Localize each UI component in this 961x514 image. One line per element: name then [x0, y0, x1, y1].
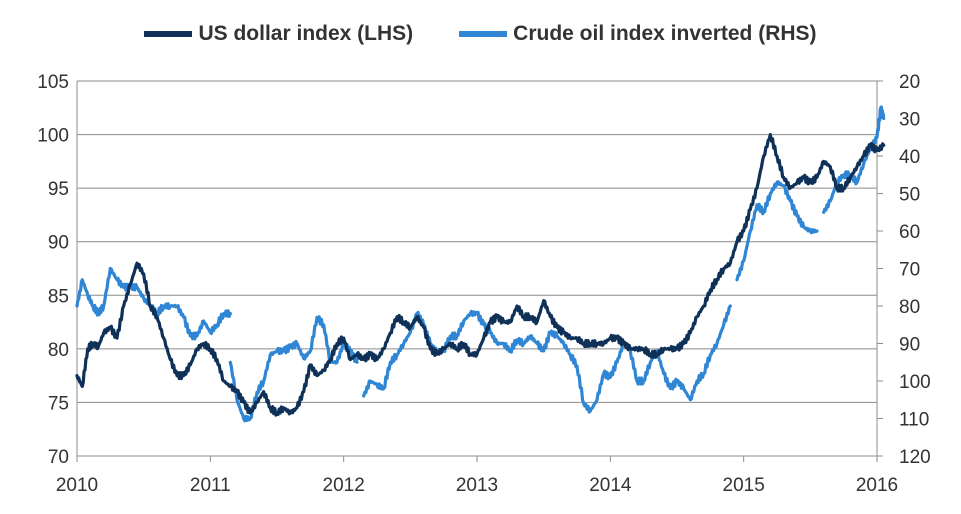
x-tick-label: 2014 — [589, 475, 632, 496]
x-tick-label: 2016 — [856, 475, 898, 496]
y-right-tick-label: 110 — [899, 410, 929, 431]
x-tick-label: 2013 — [456, 475, 498, 496]
series-line-usd-index — [75, 133, 886, 417]
series-line-crude-oil-inverted — [228, 315, 359, 423]
legend-swatch-crude — [459, 31, 508, 37]
legend-item-usd: US dollar index (LHS) — [144, 22, 413, 46]
series-line-crude-oil-inverted — [75, 266, 232, 341]
legend-label-usd: US dollar index (LHS) — [198, 22, 414, 45]
series-line-crude-oil-inverted — [822, 105, 886, 214]
legend-label-crude: Crude oil index inverted (RHS) — [513, 22, 817, 45]
x-tick-label: 2015 — [723, 475, 765, 496]
y-right-tick-label: 20 — [899, 72, 920, 93]
x-tick-label: 2010 — [56, 475, 98, 496]
y-left-tick-label: 80 — [48, 340, 69, 361]
y-right-tick-label: 90 — [899, 335, 920, 356]
y-right-tick-label: 100 — [899, 372, 931, 393]
y-left-tick-label: 95 — [48, 179, 69, 200]
y-left-tick-label: 70 — [48, 447, 69, 468]
y-left-tick-label: 100 — [37, 126, 69, 147]
y-left-tick-label: 105 — [37, 72, 69, 93]
y-left-tick-label: 90 — [48, 233, 69, 254]
y-right-tick-label: 50 — [899, 185, 920, 206]
y-left-tick-label: 85 — [48, 286, 69, 307]
series-line-crude-oil-inverted — [362, 304, 732, 414]
y-left-tick-label: 75 — [48, 393, 69, 414]
legend-swatch-usd — [144, 31, 193, 37]
y-right-tick-label: 40 — [899, 147, 920, 168]
y-right-tick-label: 70 — [899, 260, 920, 281]
y-right-tick-label: 80 — [899, 297, 920, 318]
x-tick-label: 2012 — [323, 475, 365, 496]
x-tick-label: 2011 — [190, 475, 231, 496]
legend-item-crude: Crude oil index inverted (RHS) — [459, 22, 817, 46]
series-line-crude-oil-inverted — [735, 180, 819, 282]
y-right-tick-label: 30 — [899, 110, 920, 131]
chart-legend: US dollar index (LHS) Crude oil index in… — [0, 22, 961, 46]
y-right-tick-label: 120 — [899, 447, 931, 468]
y-right-tick-label: 60 — [899, 222, 920, 243]
